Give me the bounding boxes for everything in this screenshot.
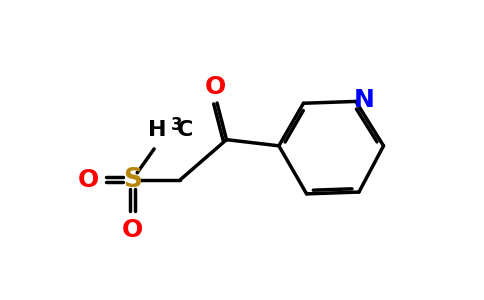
Text: O: O	[122, 218, 143, 242]
Text: O: O	[204, 75, 226, 99]
Text: S: S	[123, 167, 142, 193]
Text: 3: 3	[171, 116, 182, 134]
Text: H: H	[148, 120, 166, 140]
Text: C: C	[177, 120, 194, 140]
Text: N: N	[354, 88, 375, 112]
Text: O: O	[77, 168, 99, 192]
